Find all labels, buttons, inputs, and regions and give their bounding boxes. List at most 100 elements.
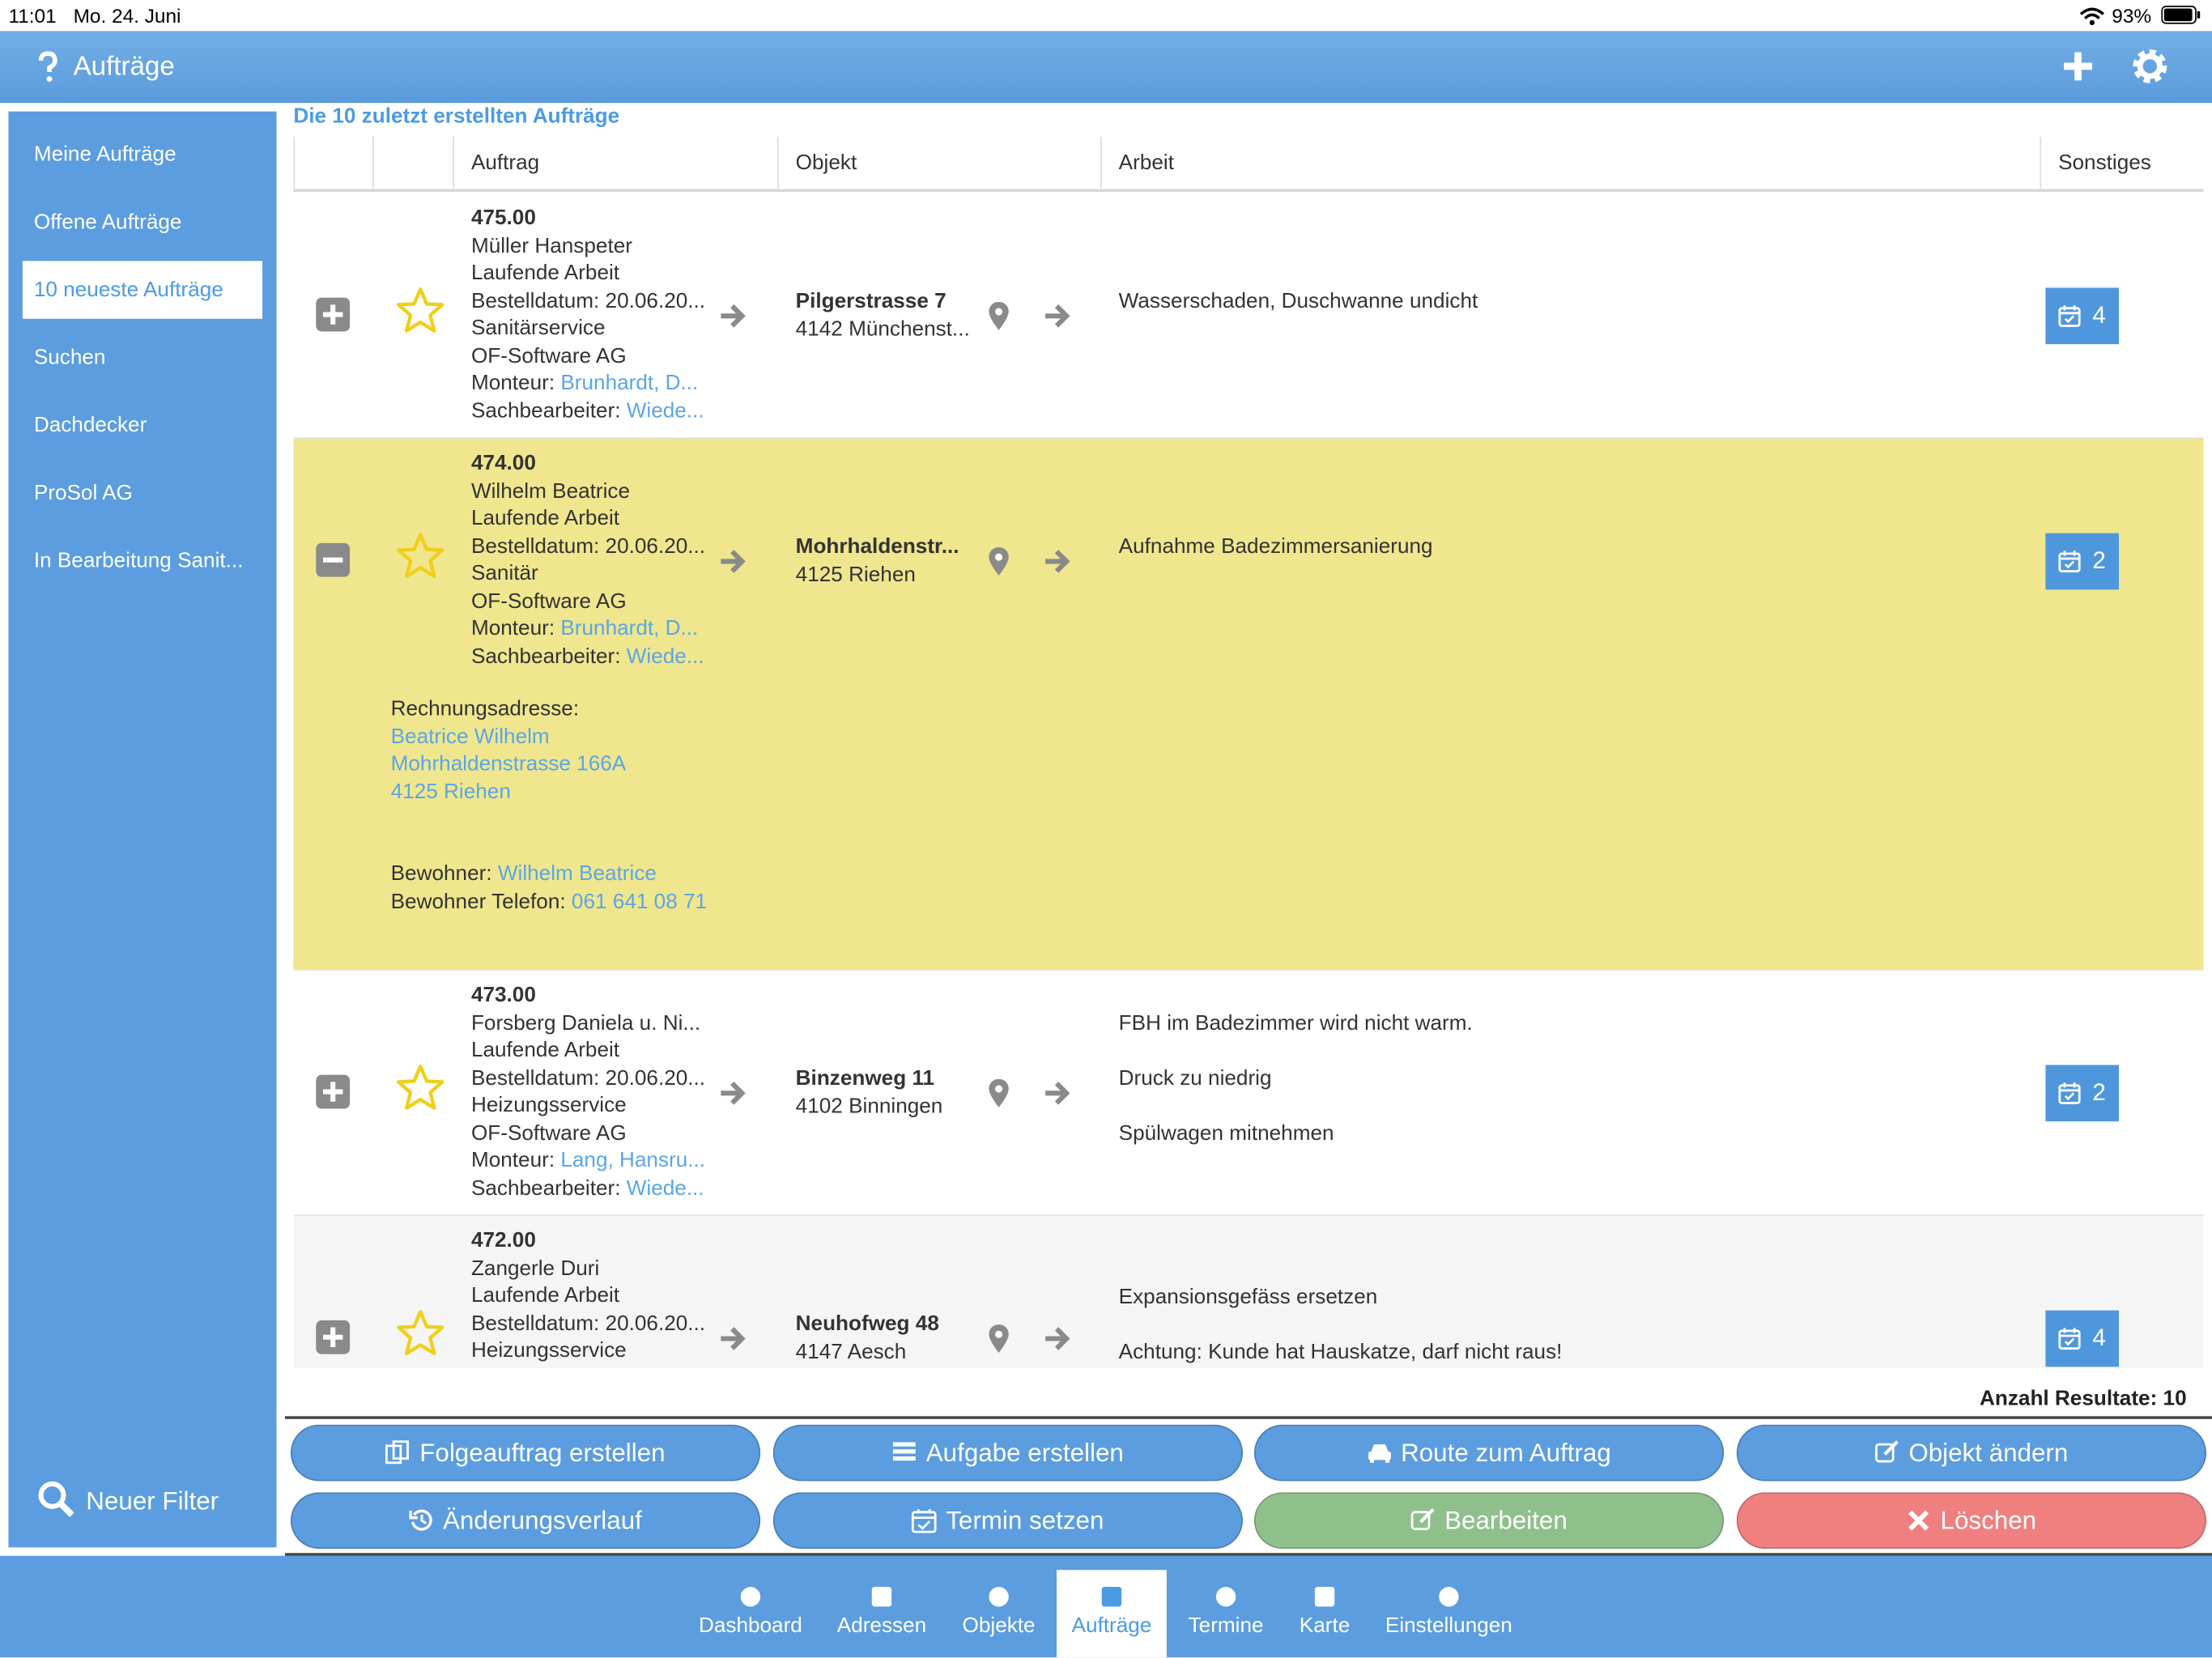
object-arrow-part: [1045, 550, 1070, 573]
sidebar-item[interactable]: Suchen: [33, 345, 106, 370]
sachbearbeiter: Sachbearbeiter: Wiede...: [471, 643, 711, 670]
button-icon: [1908, 1510, 1929, 1531]
calendar-icon: [2058, 1082, 2082, 1104]
object-arrow[interactable]: [1041, 1323, 1072, 1354]
billing-line[interactable]: Beatrice Wilhelm: [390, 724, 550, 749]
action-button[interactable]: Folgeauftrag erstellen: [290, 1424, 761, 1482]
sachbearbeiter-value[interactable]: Wiede...: [626, 398, 704, 423]
open-arrow[interactable]: [717, 1323, 747, 1354]
tab[interactable]: Objekte: [954, 1570, 1044, 1658]
billing-line[interactable]: 4125 Riehen: [390, 779, 511, 804]
calendar-icon-part: [2058, 307, 2082, 327]
search-icon[interactable]: [36, 1480, 76, 1520]
object-arrow[interactable]: [1041, 546, 1072, 576]
button-icon: [893, 1442, 917, 1461]
button-icon-part: [1369, 1458, 1374, 1463]
map-pin-part: [989, 1078, 1009, 1107]
favorite-star-part: [397, 1065, 445, 1110]
phone: Bewohner Telefon: 061 641 08 71: [391, 888, 2204, 916]
monteur-value[interactable]: Lang, Hansru...: [560, 1148, 706, 1172]
expand-button[interactable]: [315, 1073, 351, 1110]
order-line: OF-Software AG: [470, 1120, 627, 1145]
order-main: 472.00 Zangerle Duri Laufende Arbeit Bestel…: [293, 1216, 2203, 1368]
open-arrow[interactable]: [717, 546, 747, 576]
map-pin-part: [995, 1085, 1003, 1093]
task-button[interactable]: 4: [2045, 1310, 2120, 1367]
action-button[interactable]: Objekt ändern: [1736, 1424, 2207, 1482]
monteur-value[interactable]: Brunhardt, D...: [560, 616, 699, 641]
sidebar-item[interactable]: In Bearbeitung Sanit...: [33, 548, 244, 573]
battery-level: 93%: [2112, 4, 2152, 28]
action-button[interactable]: Aufgabe erstellen: [772, 1424, 1244, 1482]
button-label: Aufgabe erstellen: [925, 1438, 1124, 1467]
map-pin[interactable]: [988, 546, 1010, 576]
action-button[interactable]: Löschen: [1736, 1492, 2207, 1550]
task-button[interactable]: 4: [2045, 287, 2120, 345]
favorite-star[interactable]: [397, 287, 445, 334]
calendar-icon-part: [2058, 552, 2082, 573]
sachbearbeiter-value[interactable]: Wiede...: [626, 1175, 704, 1200]
order-info: 472.00 Zangerle Duri Laufende Arbeit Bestel…: [471, 1227, 711, 1365]
sidebar-item[interactable]: Dachdecker: [33, 413, 147, 438]
divider: [284, 1553, 2212, 1556]
calendar-icon-part: [2060, 1328, 2080, 1346]
sachbearbeiter-label: Sachbearbeiter:: [470, 1175, 621, 1200]
order-main: 474.00 Wilhelm Beatrice Laufende Arbeit Bes…: [293, 439, 2203, 682]
billing-line[interactable]: Mohrhaldenstrasse 166A: [390, 751, 627, 776]
phone-value[interactable]: 061 641 08 71: [571, 889, 708, 914]
button-icon-part: [409, 1511, 418, 1520]
work-line: Spülwagen mitnehmen: [1118, 1121, 1334, 1146]
monteur-value[interactable]: Brunhardt, D...: [560, 371, 699, 395]
order-number: 472.00: [470, 1228, 536, 1253]
map-pin-part: [989, 547, 1009, 576]
new-filter[interactable]: Neuer Filter: [86, 1486, 219, 1516]
open-arrow[interactable]: [717, 1078, 747, 1108]
tab[interactable]: Adressen: [831, 1570, 932, 1658]
calendar-icon-part: [2058, 1329, 2082, 1350]
button-icon-part: [1385, 1458, 1390, 1463]
map-pin[interactable]: [988, 1078, 1010, 1108]
button-icon-part: [1371, 1444, 1389, 1452]
task-button[interactable]: 2: [2045, 533, 2120, 590]
tab[interactable]: Karte: [1291, 1570, 1359, 1658]
button-label: Folgeauftrag erstellen: [419, 1438, 666, 1467]
collapse-button[interactable]: [315, 542, 351, 578]
object-arrow[interactable]: [1041, 1078, 1072, 1108]
expand-button[interactable]: [315, 1319, 351, 1355]
expand-button[interactable]: [315, 296, 351, 333]
favorite-star[interactable]: [397, 1064, 445, 1112]
tab[interactable]: Termine: [1180, 1570, 1273, 1658]
column-header: [372, 137, 453, 191]
sidebar-item[interactable]: Offene Aufträge: [33, 210, 182, 235]
sachbearbeiter-value[interactable]: Wiede...: [626, 644, 704, 669]
work-line: Expansionsgefäss ersetzen: [1118, 1284, 1378, 1309]
action-button[interactable]: Termin setzen: [772, 1492, 1244, 1550]
map-pin-part: [995, 1330, 1003, 1338]
sidebar-item[interactable]: 10 neueste Aufträge: [22, 261, 263, 319]
tab[interactable]: Einstellungen: [1377, 1570, 1521, 1658]
sidebar: Neuer Filter Meine Aufträge Offene Aufträ…: [8, 111, 277, 1548]
action-button[interactable]: Bearbeiten: [1253, 1492, 1725, 1550]
add-icon[interactable]: [2061, 49, 2095, 83]
map-pin[interactable]: [988, 1323, 1010, 1354]
object-arrow-part: [1045, 304, 1070, 328]
settings-icon[interactable]: [2132, 48, 2168, 84]
sidebar-item[interactable]: Meine Aufträge: [33, 142, 177, 167]
open-arrow[interactable]: [717, 300, 747, 331]
resident-value[interactable]: Wilhelm Beatrice: [497, 861, 657, 886]
tab-icon: [871, 1587, 892, 1607]
tab[interactable]: Aufträge: [1057, 1570, 1167, 1658]
favorite-star[interactable]: [397, 532, 445, 580]
action-button[interactable]: Änderungsverlauf: [290, 1492, 761, 1550]
order-info: 474.00 Wilhelm Beatrice Laufende Arbeit Bes…: [471, 450, 711, 670]
object-street: Mohrhaldenstr...: [795, 534, 959, 559]
task-button[interactable]: 2: [2045, 1065, 2120, 1122]
map-pin[interactable]: [988, 300, 1010, 331]
favorite-star[interactable]: [397, 1309, 445, 1357]
sidebar-item[interactable]: ProSol AG: [33, 481, 133, 505]
action-button[interactable]: Route zum Auftrag: [1253, 1424, 1725, 1482]
help-icon[interactable]: [36, 51, 59, 85]
object-arrow[interactable]: [1041, 300, 1072, 331]
header: Aufträge: [0, 31, 2212, 104]
tab[interactable]: Dashboard: [691, 1570, 810, 1658]
